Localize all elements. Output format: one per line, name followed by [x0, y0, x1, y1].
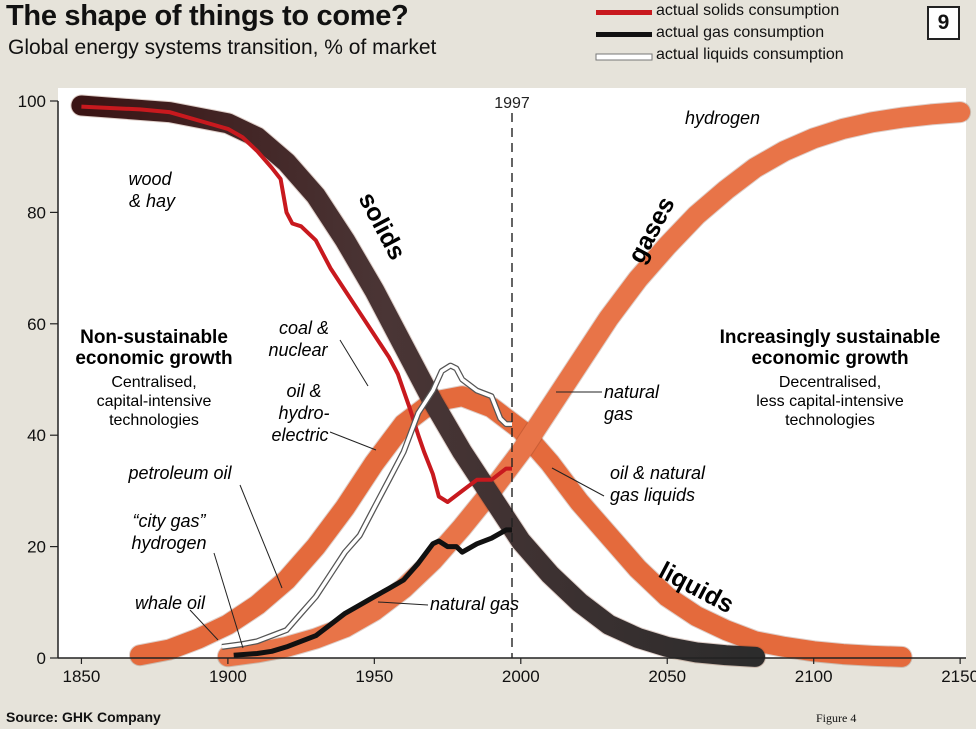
- label-oil-natural: oil & natural: [610, 463, 706, 483]
- label-natural: natural: [604, 382, 660, 402]
- y-tick-label: 60: [27, 315, 46, 334]
- sust-line-1: Decentralised,: [779, 374, 881, 391]
- leader-coal-nuclear: [339, 339, 369, 387]
- source-credit: Source: GHK Company: [6, 709, 161, 725]
- leader-lines: [189, 339, 605, 649]
- label-actual-natural-gas: natural gas: [430, 594, 519, 614]
- series-actual-gas-consumption: [233, 527, 512, 658]
- band-gases: [217, 102, 971, 667]
- x-tick-label: 1900: [209, 667, 247, 686]
- label-hydrogen: hydrogen: [685, 108, 760, 128]
- label-petroleum-oil: petroleum oil: [127, 463, 232, 483]
- legend-swatch-liquids: [595, 53, 653, 61]
- sust-heading-1: Increasingly sustainable: [720, 327, 941, 348]
- label-wood: wood: [128, 169, 172, 189]
- sust-line-3: technologies: [785, 412, 875, 429]
- label-city-gas: “city gas”: [132, 511, 206, 531]
- label-gas-liquids: gas liquids: [610, 485, 695, 505]
- leader-petroleum-oil: [239, 484, 283, 589]
- figure-number-badge: 9: [927, 6, 960, 40]
- legend-swatch-gas: [596, 32, 652, 37]
- label-natural-gas-2: gas: [604, 404, 633, 424]
- label-city-hydrogen: hydrogen: [131, 533, 206, 553]
- leader-city-gas: [213, 552, 244, 649]
- label-whale-oil: whale oil: [135, 593, 206, 613]
- nonsust-line-1: Centralised,: [111, 374, 196, 391]
- y-tick-label: 100: [18, 92, 46, 111]
- x-tick-label: 2150: [941, 667, 976, 686]
- legend-item-solids: actual solids consumption: [656, 2, 840, 19]
- label-oil: oil &: [286, 381, 321, 401]
- leader-actual-natural-gas: [377, 601, 429, 606]
- legend-item-gas: actual gas consumption: [656, 24, 825, 41]
- legend-swatch-solids: [596, 10, 652, 15]
- label-hydro: hydro-: [278, 403, 329, 423]
- y-tick-label: 20: [27, 538, 46, 557]
- leader-oil-natural-gas-liquids: [551, 467, 605, 497]
- leader-oil-hydro: [329, 431, 377, 451]
- legend-swatches: [595, 10, 653, 61]
- nonsust-heading-2: economic growth: [75, 348, 232, 369]
- x-tick-label: 1850: [63, 667, 101, 686]
- x-tick-label: 2000: [502, 667, 540, 686]
- chart-subtitle: Global energy systems transition, % of m…: [8, 36, 437, 59]
- label-electric: electric: [271, 425, 328, 445]
- nonsust-heading-1: Non-sustainable: [80, 327, 228, 348]
- band-solids: [71, 95, 766, 667]
- reference-line-1997: 1997: [494, 95, 530, 658]
- axes: 1850 1900 1950 2000 2050 2100 2150 0 20 40 60 80 100: [18, 92, 976, 686]
- y-tick-label: 80: [27, 203, 46, 222]
- x-tick-label: 2050: [648, 667, 686, 686]
- sust-heading-2: economic growth: [751, 348, 908, 369]
- legend-item-liquids: actual liquids consumption: [656, 46, 844, 63]
- band-liquids: [130, 386, 912, 667]
- figure-note: Figure 4: [816, 711, 857, 725]
- sust-line-2: less capital-intensive: [756, 393, 904, 410]
- series-actual-liquids-consumption: [221, 363, 512, 649]
- actual-consumption-layer: [81, 104, 512, 658]
- x-tick-label: 1950: [355, 667, 393, 686]
- y-tick-label: 0: [37, 649, 46, 668]
- leader-whale-oil: [189, 609, 219, 641]
- series-actual-solids-consumption: [81, 104, 512, 504]
- chart-title: The shape of things to come?: [6, 0, 409, 32]
- reference-line-label: 1997: [494, 95, 530, 112]
- band-layer: [70, 94, 972, 668]
- label-nuclear: nuclear: [268, 340, 328, 360]
- y-tick-label: 40: [27, 426, 46, 445]
- x-tick-label: 2100: [795, 667, 833, 686]
- nonsust-line-3: technologies: [109, 412, 199, 429]
- label-hay: & hay: [129, 191, 176, 211]
- nonsust-line-2: capital-intensive: [97, 393, 212, 410]
- label-coal: coal &: [279, 318, 329, 338]
